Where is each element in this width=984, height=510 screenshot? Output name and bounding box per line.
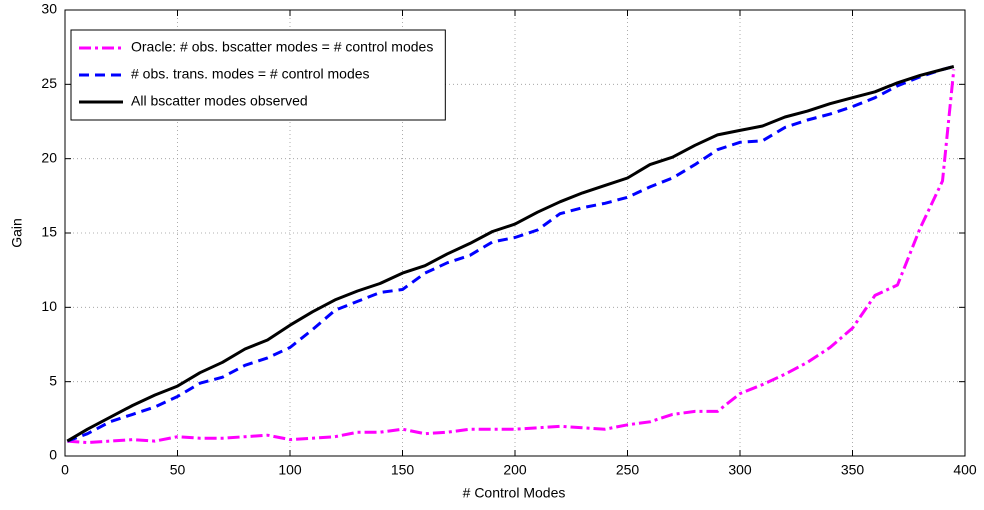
legend-box [70, 29, 446, 121]
x-tick-label: 50 [170, 462, 186, 478]
y-tick-label: 15 [41, 224, 57, 240]
series-line [66, 65, 955, 443]
y-tick-label: 20 [41, 149, 57, 165]
series-line [66, 65, 955, 443]
y-tick-label: 0 [49, 447, 57, 463]
y-tick-label: 10 [41, 298, 57, 314]
y-tick-label: 30 [41, 1, 57, 17]
axes-box [64, 9, 966, 457]
y-tick-label: 25 [41, 75, 57, 91]
x-tick-label: 150 [391, 462, 415, 478]
x-tick-label: 100 [278, 462, 302, 478]
y-axis-label: Gain [9, 218, 25, 248]
legend-label: # obs. trans. modes = # control modes [131, 66, 370, 82]
legend-label: All bscatter modes observed [131, 93, 308, 109]
series-line [67, 69, 956, 445]
x-tick-label: 350 [841, 462, 865, 478]
x-tick-label: 400 [953, 462, 977, 478]
x-tick-label: 0 [61, 462, 69, 478]
x-tick-label: 300 [728, 462, 752, 478]
x-tick-label: 200 [503, 462, 527, 478]
x-axis-label: # Control Modes [463, 485, 566, 501]
x-tick-label: 250 [616, 462, 640, 478]
y-tick-label: 5 [49, 372, 57, 388]
legend-label: Oracle: # obs. bscatter modes = # contro… [131, 39, 433, 55]
